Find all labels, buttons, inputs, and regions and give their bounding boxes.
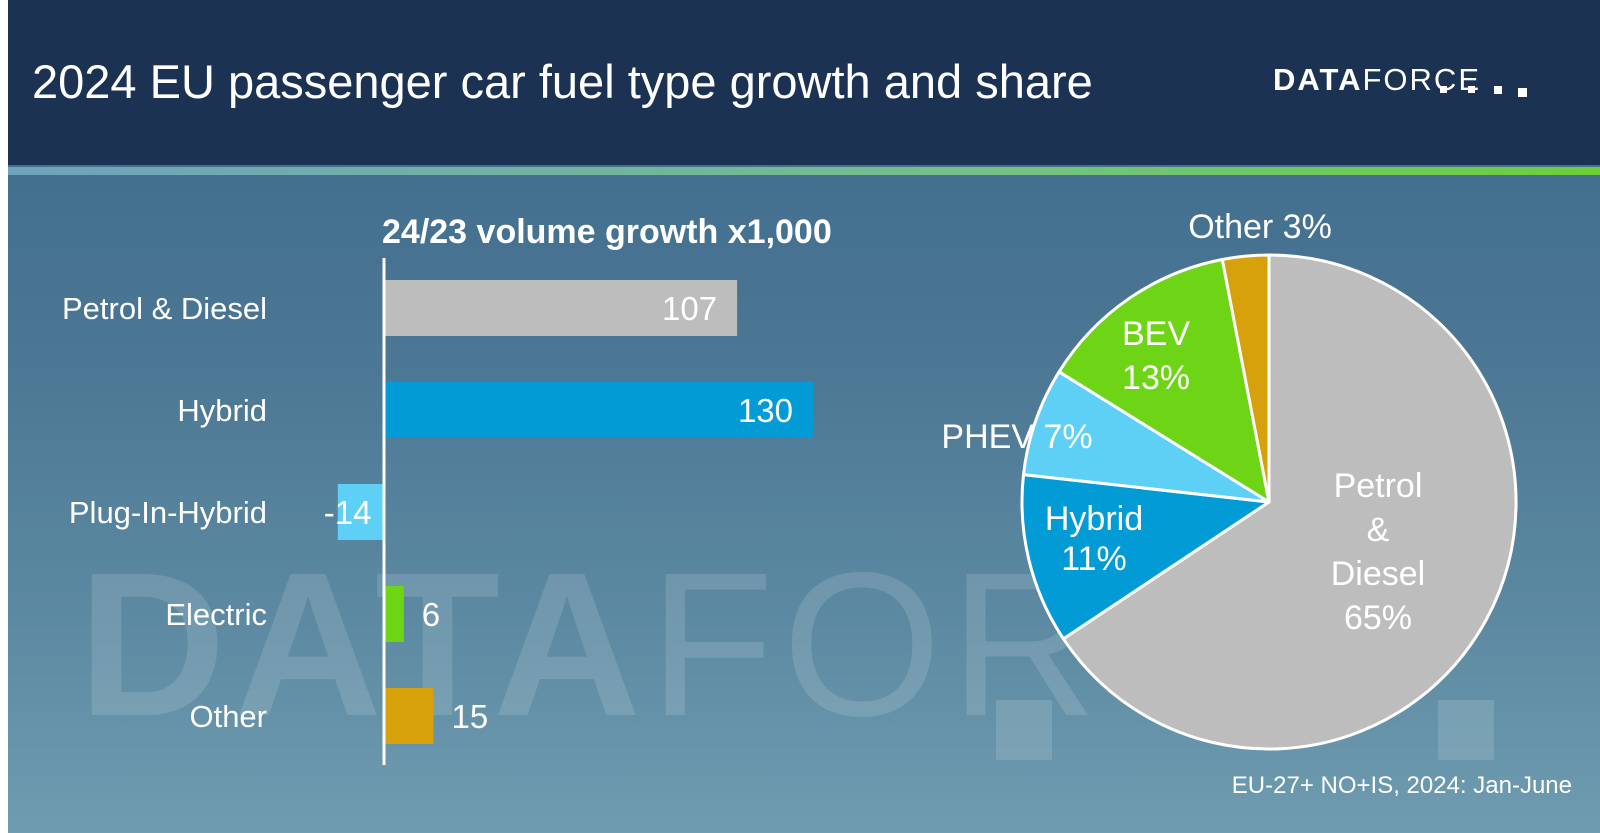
pie-slice-1: [1020, 473, 1271, 641]
pie-label-4-line-0: Other 3%: [1188, 208, 1332, 246]
value-label-1: 130: [738, 392, 793, 429]
pie-label-3-line-1: 13%: [1122, 359, 1190, 397]
value-label-3: 6: [422, 596, 440, 633]
watermark-bold-text: DATA: [78, 530, 649, 759]
value-label-4: 15: [452, 698, 489, 735]
pie-slice-2: [1022, 370, 1271, 504]
bar-chart-title: 24/23 volume growth x1,000: [382, 213, 832, 251]
logo-dot-3: [1518, 88, 1527, 97]
header-bar: 2024 EU passenger car fuel type growth a…: [8, 0, 1600, 165]
watermark-square-2: [1438, 700, 1494, 760]
chart-area: 24/23 volume growth x1,000 Petrol & Diese…: [62, 86, 1527, 765]
footnote: EU-27+ NO+IS, 2024: Jan-June: [1231, 772, 1572, 799]
watermark-square-1: [996, 700, 1052, 760]
logo-dot-1: [1468, 86, 1475, 93]
accent-line: [8, 167, 1600, 175]
bar-2: [337, 484, 384, 540]
value-label-0: 107: [662, 290, 717, 327]
dataforce-logo: DATAFORCE: [1273, 60, 1481, 100]
logo-light-text: FORCE: [1362, 62, 1481, 97]
bar-4: [384, 688, 434, 744]
bar-3: [384, 586, 404, 642]
slide: 2024 EU passenger car fuel type growth a…: [8, 0, 1600, 833]
logo-dot-2: [1494, 86, 1502, 94]
pie-label-2-line-0: PHEV 7%: [941, 418, 1092, 456]
value-label-2: -14: [324, 494, 372, 531]
page-title: 2024 EU passenger car fuel type growth a…: [32, 55, 1093, 108]
bar-1: [384, 382, 813, 438]
pie-slice-0: [1061, 253, 1518, 751]
pie-label-0-line-2: Diesel: [1331, 555, 1425, 593]
logo-dot-0: [1440, 86, 1447, 93]
pie-slice-4: [1220, 253, 1271, 504]
category-label-0: Petrol & Diesel: [62, 291, 267, 326]
category-label-2: Plug-In-Hybrid: [69, 495, 267, 530]
logo-bold-text: DATA: [1273, 62, 1363, 97]
pie-label-0-line-3: 65%: [1344, 599, 1412, 637]
pie-slice-3: [1057, 258, 1271, 504]
bar-0: [384, 280, 738, 336]
category-label-3: Electric: [165, 597, 267, 632]
pie-label-1-line-0: Hybrid: [1045, 500, 1143, 538]
pie-label-3-line-0: BEV: [1122, 315, 1190, 353]
pie-label-1-line-1: 11%: [1061, 540, 1127, 578]
pie-label-0-line-0: Petrol: [1334, 467, 1423, 505]
pie-label-0-line-1: &: [1367, 511, 1390, 549]
category-label-4: Other: [189, 699, 267, 734]
category-label-1: Hybrid: [177, 393, 267, 428]
